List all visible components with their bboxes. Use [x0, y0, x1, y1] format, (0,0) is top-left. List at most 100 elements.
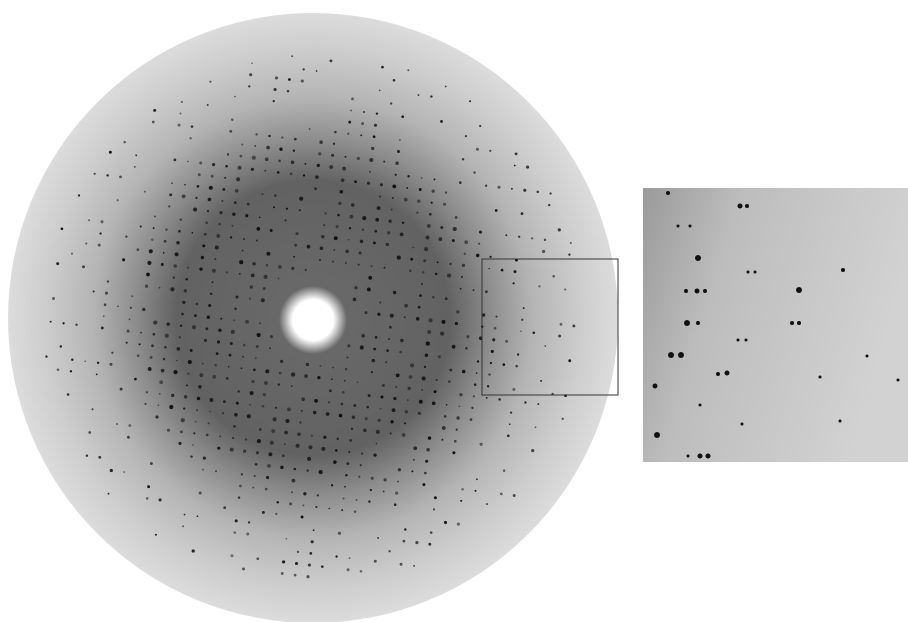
spot — [330, 484, 334, 487]
spot — [423, 365, 427, 369]
spot — [183, 513, 186, 516]
spot — [379, 407, 382, 410]
spot — [225, 164, 228, 168]
spot — [293, 137, 297, 141]
spot — [346, 568, 350, 572]
spot — [151, 344, 154, 348]
spot — [160, 368, 165, 373]
spot — [479, 124, 482, 128]
spot — [206, 209, 210, 213]
spot — [244, 438, 248, 441]
spot — [332, 142, 336, 145]
spot — [422, 483, 426, 487]
spot — [474, 489, 477, 492]
spot — [160, 263, 164, 266]
spot — [234, 201, 237, 204]
spot — [203, 232, 207, 236]
spot — [179, 112, 182, 115]
spot — [568, 359, 572, 363]
spot — [106, 174, 109, 177]
spot — [274, 76, 279, 80]
spot — [144, 402, 147, 405]
spot — [469, 100, 472, 103]
spot — [534, 426, 537, 429]
spot — [298, 209, 302, 212]
spot — [301, 397, 305, 402]
spot — [185, 277, 188, 281]
spot — [417, 305, 421, 309]
spot — [375, 429, 380, 434]
spot — [227, 365, 230, 368]
spot — [255, 345, 259, 349]
spot — [216, 233, 221, 238]
spot — [478, 230, 483, 234]
spot — [374, 229, 378, 233]
spot — [237, 496, 241, 499]
spot — [440, 119, 443, 123]
spot — [187, 372, 190, 375]
spot — [198, 491, 202, 495]
spot — [166, 322, 170, 326]
spot — [207, 422, 210, 425]
spot — [337, 531, 341, 535]
spot — [229, 447, 234, 452]
spot — [558, 334, 562, 338]
spot — [452, 451, 456, 455]
spot — [475, 372, 478, 374]
spot — [153, 215, 157, 218]
spot — [256, 557, 260, 561]
spot — [269, 228, 273, 233]
spot — [419, 294, 422, 297]
spot — [128, 424, 132, 427]
spot — [427, 224, 431, 228]
spot — [520, 212, 524, 216]
spot — [346, 462, 350, 466]
spot — [308, 128, 311, 130]
spot — [366, 181, 371, 185]
spot — [162, 252, 165, 254]
spot — [186, 384, 188, 387]
spot — [354, 286, 358, 290]
spot — [276, 171, 280, 174]
spot — [107, 492, 110, 495]
spot — [232, 212, 236, 216]
spot — [241, 143, 244, 146]
spot — [386, 349, 389, 352]
spot — [361, 333, 366, 338]
spot — [355, 499, 358, 501]
spot — [232, 436, 235, 440]
spot — [224, 176, 227, 179]
spot — [572, 324, 576, 328]
spot — [451, 239, 455, 243]
spot — [433, 178, 436, 181]
spot — [293, 573, 297, 577]
spot — [352, 297, 357, 302]
spot — [406, 399, 409, 402]
spot — [441, 438, 444, 441]
spot — [171, 393, 175, 398]
spot — [91, 408, 94, 411]
spot — [220, 317, 223, 320]
spot — [246, 532, 250, 536]
spot — [256, 332, 261, 338]
spot — [119, 175, 122, 179]
spot — [306, 575, 310, 579]
spot — [234, 412, 238, 417]
spot — [306, 469, 309, 472]
spot — [319, 246, 324, 251]
spot — [383, 478, 387, 482]
spot — [321, 446, 326, 451]
spot — [261, 193, 264, 196]
spot — [173, 370, 178, 375]
spot — [106, 280, 110, 283]
spot — [390, 102, 393, 105]
spot — [222, 187, 226, 191]
spot — [102, 315, 105, 318]
spot — [460, 275, 464, 279]
spot — [312, 410, 317, 415]
spot — [370, 265, 373, 268]
spot — [97, 243, 101, 247]
spot — [199, 267, 203, 271]
spot — [387, 337, 391, 341]
spot — [353, 510, 357, 513]
